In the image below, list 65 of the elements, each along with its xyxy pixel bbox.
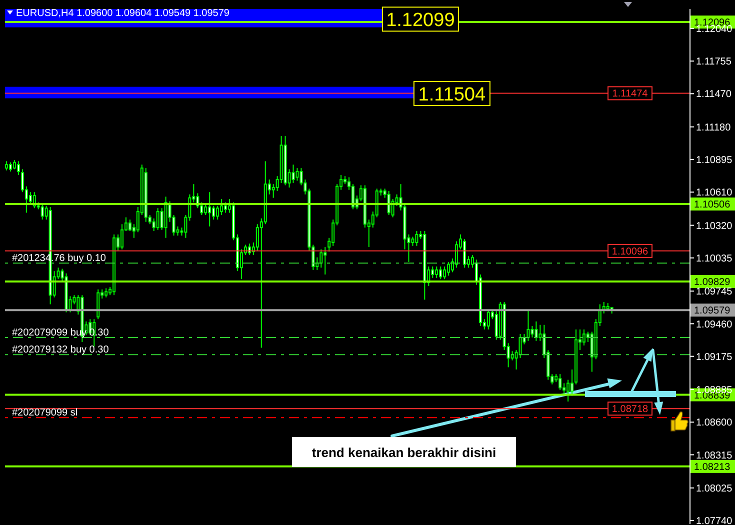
candlestick (212, 205, 216, 220)
y-tick-label: 1.10895 (696, 155, 733, 166)
y-tick-label: 1.11180 (696, 122, 732, 134)
ref-line-label: 1.11474 (612, 88, 648, 100)
candlestick (530, 326, 534, 338)
candlestick (439, 266, 442, 280)
candlestick (256, 224, 259, 251)
candlestick (296, 168, 299, 182)
candlestick (128, 219, 132, 232)
chart-title: EURUSD,H4 1.09600 1.09604 1.09549 1.09579 (16, 8, 230, 19)
candlestick (204, 204, 208, 216)
candlestick (443, 266, 446, 280)
y-tick-label: 1.10610 (696, 188, 733, 199)
candlestick (104, 288, 108, 298)
candlestick (411, 236, 414, 246)
candlestick (447, 261, 450, 276)
ref-line-label: 1.08213 (694, 462, 731, 473)
y-tick-label: 1.09175 (696, 352, 733, 363)
y-tick-label: 1.11755 (696, 56, 732, 68)
candlestick (120, 224, 124, 250)
ref-line-label: 1.08718 (612, 404, 649, 416)
candlestick (324, 246, 327, 276)
ref-line-label: 1.10506 (694, 200, 731, 211)
candlestick (216, 205, 220, 220)
ref-line-label: 1.09579 (694, 306, 731, 317)
ref-line-label: 1.10096 (612, 246, 649, 258)
candlestick (208, 192, 212, 227)
candlestick (292, 164, 295, 184)
candlestick (526, 309, 530, 342)
candlestick (455, 240, 458, 268)
candlestick (518, 334, 522, 359)
y-tick-label: 1.09460 (696, 319, 733, 330)
candlestick (12, 160, 16, 170)
candlestick (16, 160, 20, 176)
candlestick (558, 374, 562, 391)
candlestick (220, 198, 224, 216)
candlestick (534, 320, 538, 342)
band-label: 1.12099 (386, 10, 455, 32)
candlestick (40, 204, 44, 220)
y-tick-label: 1.11470 (696, 89, 732, 100)
y-tick-label: 1.08025 (696, 484, 733, 494)
ref-line-label: #202079099 sl (12, 408, 78, 419)
y-tick-label: 1.10035 (696, 253, 733, 264)
candlestick (486, 309, 490, 330)
candlestick (462, 238, 466, 268)
candlestick (8, 162, 12, 172)
candlestick (566, 379, 570, 402)
candlestick (415, 230, 418, 246)
candlestick (320, 248, 323, 268)
y-tick-label: 1.07740 (696, 516, 733, 525)
candlestick (570, 369, 574, 396)
candlestick (156, 208, 160, 230)
y-tick-label: 1.09745 (696, 286, 733, 298)
candlestick (28, 192, 32, 206)
y-tick-label: 1.08600 (696, 418, 733, 429)
candlestick (224, 202, 228, 214)
candlestick (435, 266, 438, 278)
ref-line-label: #202079132 buy 0.30 (12, 344, 110, 356)
annotation: trend kenaikan berakhir disini (292, 437, 516, 467)
y-tick-label: 1.10320 (696, 220, 733, 232)
band-label: 1.11504 (418, 84, 486, 106)
ref-line-label: 1.09829 (694, 276, 731, 288)
y-tick-label: 1.08315 (696, 450, 733, 462)
candlestick (5, 160, 8, 171)
candlestick (582, 328, 586, 346)
